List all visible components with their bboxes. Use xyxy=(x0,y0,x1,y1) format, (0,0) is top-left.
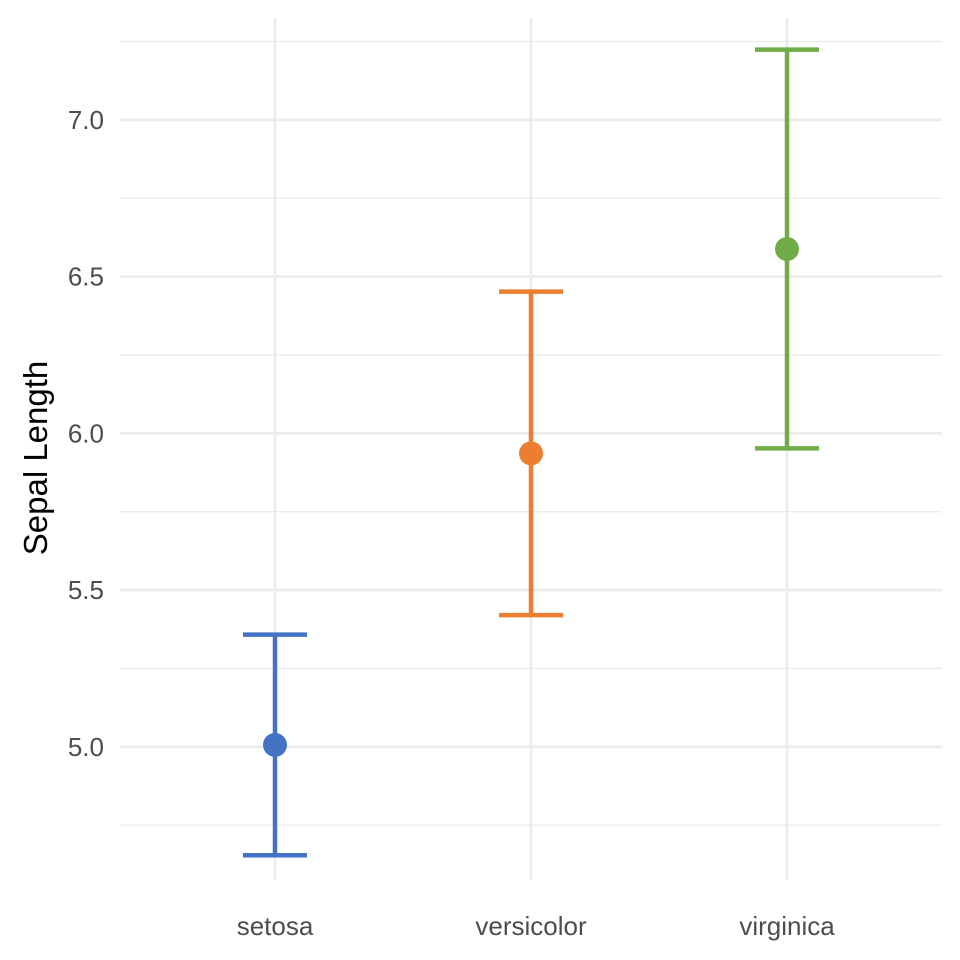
marks-layer xyxy=(243,47,819,858)
y-tick-label: 6.0 xyxy=(68,418,104,448)
error-bar-virginica xyxy=(755,47,819,451)
error-bar-versicolor xyxy=(499,289,563,618)
x-tick-label: virginica xyxy=(739,911,835,941)
y-tick-label: 5.5 xyxy=(68,575,104,605)
y-tick-label: 7.0 xyxy=(68,105,104,135)
mean-point xyxy=(263,732,287,757)
mean-point xyxy=(775,237,799,262)
mean-point xyxy=(519,441,543,466)
labels-layer: 5.0 5.5 6.0 6.5 7.0 setosa versicolor virginica xyxy=(68,105,835,941)
y-tick-label: 5.0 xyxy=(68,732,104,762)
error-bar-setosa xyxy=(243,632,307,858)
x-tick-label: versicolor xyxy=(475,911,587,941)
y-tick-label: 6.5 xyxy=(68,262,104,292)
x-tick-label: setosa xyxy=(237,911,314,941)
y-axis-title: Sepal Length xyxy=(17,361,54,556)
